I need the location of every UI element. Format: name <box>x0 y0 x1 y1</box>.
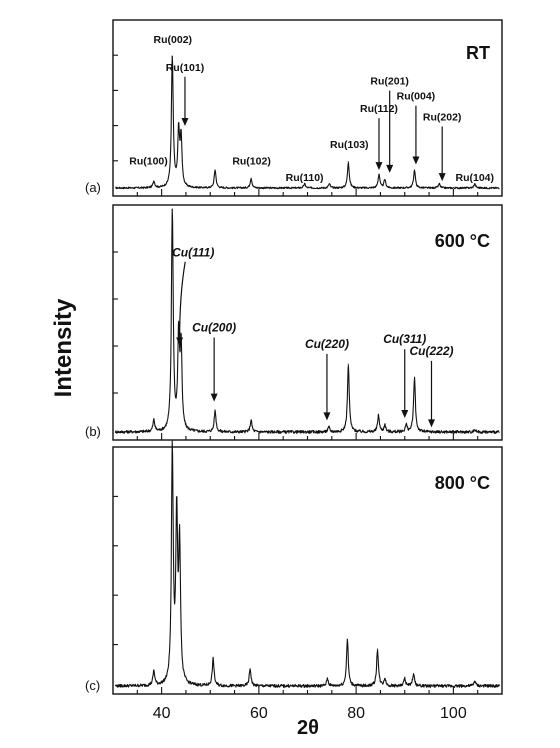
peak-label: Ru(110) <box>286 172 324 184</box>
panel-a: (a) RT Ru(100) Ru(002) Ru(101) Ru(102) Ru(110)… <box>85 19 503 197</box>
panel-letter: (a) <box>85 180 101 195</box>
arrowhead <box>323 412 331 421</box>
arrowhead <box>401 409 409 418</box>
panel-letter: (c) <box>85 678 100 693</box>
panel-b: (b) 600 °C Cu(111) Cu(200) Cu(220) Cu(311)Cu(… <box>85 204 503 441</box>
arrowhead <box>176 337 184 346</box>
peak-point <box>250 177 252 179</box>
peak-point <box>438 183 440 185</box>
peak-label: Cu(220) <box>305 337 349 351</box>
peak-label: Cu(311) <box>383 332 426 346</box>
peak-point <box>180 139 182 141</box>
x-tick-label: 40 <box>153 705 171 722</box>
peak-point <box>328 426 330 428</box>
peak-label: Ru(101) <box>166 62 205 74</box>
y-axis-title: Intensity <box>50 298 77 397</box>
peak-point <box>384 678 386 680</box>
peak-label: Cu(111) <box>172 246 214 260</box>
peak-label: Cu(222) <box>409 344 453 358</box>
peak-point <box>376 648 379 650</box>
peak-point <box>214 410 216 412</box>
peak-point <box>347 363 349 365</box>
peak-point <box>180 349 182 351</box>
arrowhead <box>438 173 446 182</box>
peak-label: Ru(201) <box>370 76 409 88</box>
arrowhead <box>210 393 218 402</box>
peak-label: Ru(112) <box>360 103 398 115</box>
peak-point <box>153 670 155 672</box>
peak-point <box>347 161 349 163</box>
diffraction-trace <box>114 440 500 688</box>
arrowhead <box>412 156 420 165</box>
arrowhead <box>427 419 435 428</box>
peak-point <box>212 658 214 660</box>
arrowhead <box>181 117 189 126</box>
peak-point <box>384 179 386 181</box>
peak-arrow <box>179 261 186 340</box>
peak-point <box>384 424 386 426</box>
panel-c: (c) 800 °C <box>85 440 503 695</box>
x-tick-label: 80 <box>347 705 365 722</box>
peak-point <box>378 173 380 175</box>
peak-point <box>413 169 416 171</box>
peak-point <box>346 638 348 640</box>
peak-point <box>474 429 476 431</box>
peak-label: Ru(002) <box>154 34 193 46</box>
peak-label: Cu(200) <box>192 321 236 335</box>
temperature-label: 800 °C <box>435 473 490 493</box>
peak-point <box>250 419 252 421</box>
peak-point <box>413 377 416 379</box>
peak-point <box>214 169 216 171</box>
peak-point <box>474 680 476 682</box>
x-axis-title: 2θ <box>297 717 319 739</box>
peak-point <box>328 183 330 185</box>
peak-point <box>171 56 173 58</box>
peak-point <box>153 180 155 182</box>
panel-letter: (b) <box>85 424 101 439</box>
peak-point <box>179 549 181 552</box>
peak-label: Ru(102) <box>232 156 271 168</box>
panels-layer: (a) RT Ru(100) Ru(002) Ru(101) Ru(102) Ru(110)… <box>85 19 503 695</box>
temperature-label: RT <box>466 43 490 63</box>
peak-point <box>178 132 180 134</box>
diffraction-trace <box>115 55 500 190</box>
peak-label: Ru(100) <box>129 156 168 168</box>
peak-point <box>377 415 380 417</box>
peak-point <box>171 451 173 453</box>
peak-point <box>304 183 306 185</box>
peak-point <box>171 209 173 211</box>
peak-point <box>412 673 415 675</box>
peak-label: Ru(104) <box>456 172 495 184</box>
arrowhead <box>386 164 394 173</box>
temperature-label: 600 °C <box>435 231 490 251</box>
x-tick-label: 100 <box>440 705 467 722</box>
peak-point <box>249 668 251 670</box>
peak-point <box>405 424 407 426</box>
x-tick-label: 60 <box>250 705 268 722</box>
peak-point <box>474 183 476 185</box>
peak-label: Ru(004) <box>397 91 436 103</box>
arrowhead <box>375 162 383 171</box>
peak-label: Ru(202) <box>423 111 462 123</box>
peak-point <box>404 678 406 680</box>
peak-point <box>176 520 178 522</box>
x-axis: 40 60 80 100 <box>153 705 467 722</box>
peak-point <box>153 419 155 421</box>
peak-label: Ru(103) <box>330 139 369 151</box>
peak-point <box>326 678 328 680</box>
